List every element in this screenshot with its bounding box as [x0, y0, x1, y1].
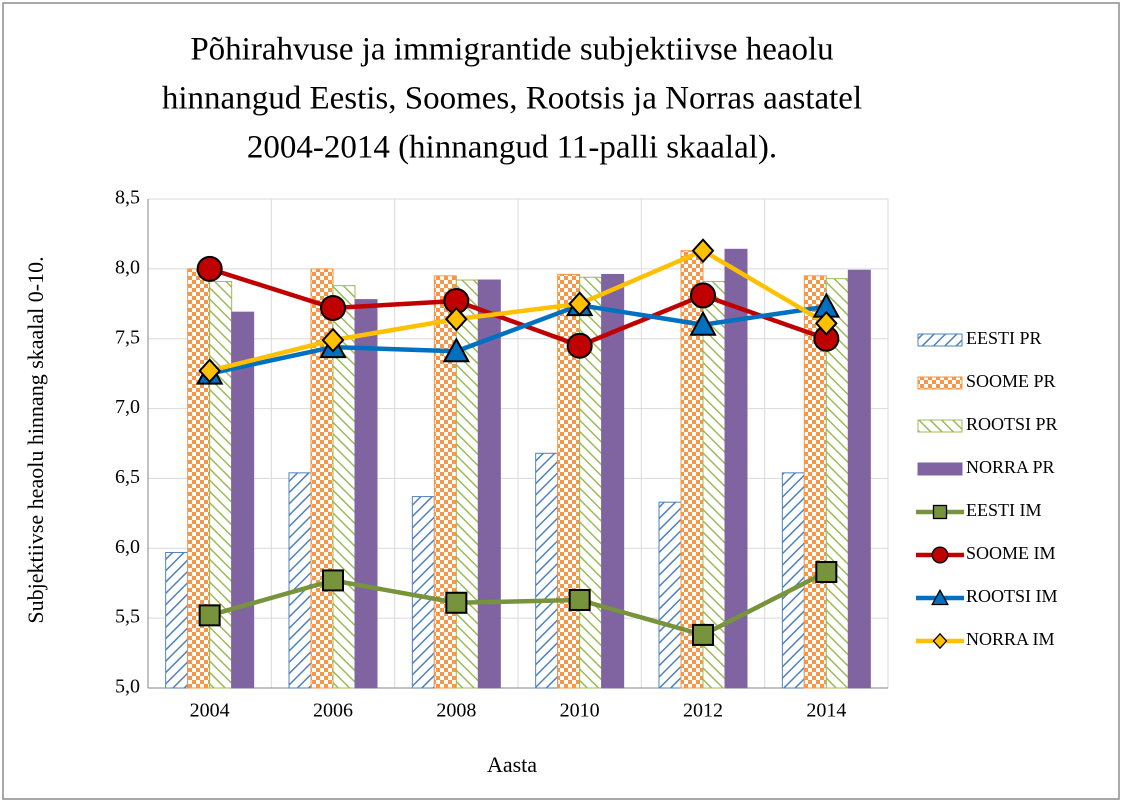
legend-item: SOOME IM: [916, 543, 1056, 564]
marker: [445, 591, 468, 614]
marker: [566, 332, 593, 359]
bar: [165, 551, 189, 689]
legend-marker: [932, 504, 948, 520]
y-axis-label: Subjektiivse heaolu hinnang skaalal 0-10…: [23, 256, 48, 623]
x-tick-label: 2012: [683, 700, 723, 722]
y-tick-label: 6,5: [115, 466, 140, 488]
legend-label: NORRA PR: [966, 457, 1055, 477]
x-tick-label: 2004: [190, 700, 230, 722]
bar: [601, 273, 625, 689]
marker: [442, 337, 471, 363]
bar: [354, 299, 378, 689]
bar: [411, 496, 435, 689]
marker: [814, 310, 838, 336]
bar: [288, 472, 312, 689]
marker: [568, 588, 591, 611]
legend-label: ROOTSI PR: [966, 414, 1058, 434]
x-tick-label: 2008: [436, 700, 476, 722]
bar: [477, 279, 501, 689]
y-tick-label: 7,5: [115, 326, 140, 348]
legend-label: EESTI PR: [966, 328, 1042, 348]
bar: [724, 248, 748, 689]
x-tick-label: 2006: [313, 700, 353, 722]
legend-label: NORRA IM: [966, 629, 1055, 649]
legend-swatch: [917, 419, 963, 433]
y-tick-label: 7,0: [115, 396, 140, 418]
legend-item: SOOME PR: [917, 371, 1056, 391]
marker: [689, 310, 717, 336]
line: [209, 248, 828, 374]
marker: [692, 623, 714, 646]
legend-item: EESTI IM: [916, 500, 1042, 520]
marker: [568, 291, 592, 317]
bar: [680, 250, 704, 689]
marker: [320, 294, 346, 321]
legend-swatch: [917, 462, 963, 476]
legend-label: SOOME PR: [966, 371, 1056, 391]
y-tick-label: 5,5: [115, 606, 140, 628]
line: [208, 266, 828, 348]
chart-title: 2004-2014 (hinnangud 11-palli skaalal).: [247, 130, 777, 166]
legend-item: EESTI PR: [917, 328, 1042, 348]
legend-swatch: [917, 333, 963, 347]
chart-title: Põhirahvuse ja immigrantide subjektiivse…: [190, 32, 833, 68]
legend-swatch: [917, 376, 963, 390]
legend-label: EESTI IM: [966, 500, 1042, 520]
marker: [196, 255, 223, 282]
bar: [658, 501, 682, 689]
marker: [691, 238, 715, 264]
legend-label: SOOME IM: [966, 543, 1056, 563]
x-tick-label: 2010: [560, 700, 600, 722]
legend-label: ROOTSI IM: [966, 586, 1058, 606]
bar: [231, 311, 255, 689]
marker: [322, 569, 344, 592]
chart-title: hinnangud Eestis, Soomes, Rootsis ja Nor…: [162, 81, 862, 117]
legend-item: NORRA IM: [916, 629, 1055, 649]
line: [209, 570, 828, 638]
bar: [781, 472, 805, 689]
x-tick-label: 2014: [806, 700, 846, 722]
legend-marker: [931, 546, 949, 564]
y-tick-label: 6,0: [115, 536, 140, 558]
marker: [198, 604, 221, 627]
marker: [198, 358, 222, 384]
legend-marker: [932, 632, 948, 650]
bar: [209, 280, 233, 689]
legend-item: ROOTSI IM: [916, 586, 1058, 606]
legend-marker: [931, 588, 949, 606]
line: [209, 302, 827, 376]
y-tick-label: 8,5: [115, 187, 140, 209]
legend-item: NORRA PR: [917, 457, 1055, 477]
y-tick-label: 8,0: [115, 256, 140, 278]
legend-item: ROOTSI PR: [917, 414, 1058, 434]
marker: [815, 561, 838, 584]
y-tick-label: 5,0: [115, 676, 140, 698]
bar: [535, 452, 559, 689]
x-axis-label: Aasta: [487, 752, 537, 777]
marker: [321, 327, 345, 353]
bar: [433, 275, 457, 689]
bar: [847, 269, 871, 689]
bar: [455, 279, 479, 689]
marker: [690, 282, 716, 309]
marker: [444, 306, 468, 332]
